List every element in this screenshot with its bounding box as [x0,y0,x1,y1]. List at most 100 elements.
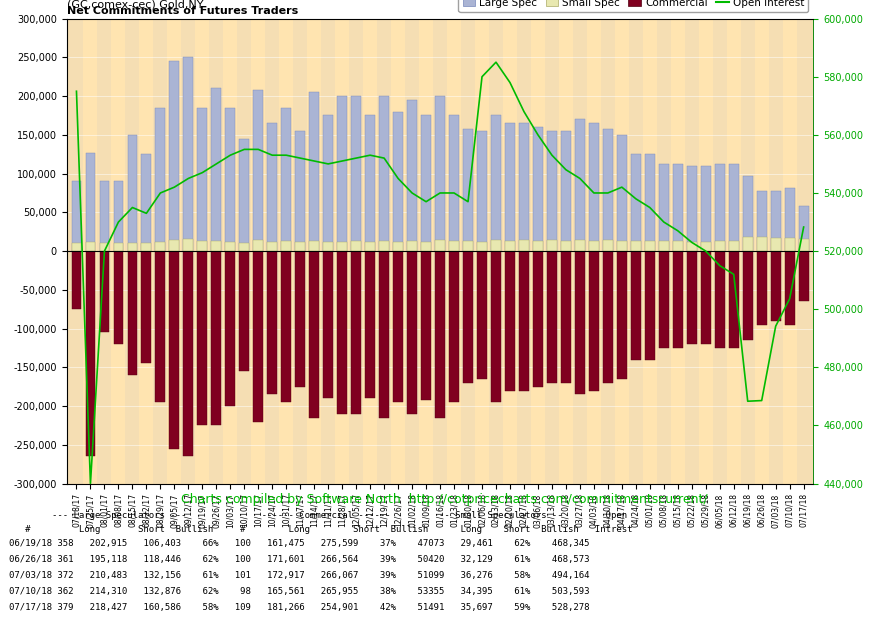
Bar [393,242,403,251]
Bar [337,251,347,414]
Bar [519,251,529,391]
Bar [114,244,124,251]
Bar [407,241,417,251]
Bar [449,115,459,251]
Bar [253,90,263,251]
Bar [393,112,403,251]
Bar [268,251,277,394]
Bar [517,19,531,484]
Bar [140,19,154,484]
Bar [757,192,766,251]
Bar [252,19,265,484]
Bar [170,251,180,449]
Bar [491,240,501,251]
Bar [629,19,643,484]
Bar [85,242,95,251]
Text: Charts compiled by Software North  http://cotpricecharts.com/commitmentscurrent/: Charts compiled by Software North http:/… [181,493,708,505]
Bar [380,96,389,251]
Bar [547,131,557,251]
Bar [141,244,151,251]
Bar [281,241,291,251]
Bar [561,241,571,251]
Bar [253,251,263,422]
Bar [223,19,237,484]
Bar [489,19,503,484]
Bar [114,181,124,251]
Bar [561,251,571,383]
Bar [617,251,627,379]
Bar [743,176,753,251]
Bar [657,19,671,484]
Bar [226,251,236,406]
Bar [589,241,599,251]
Bar [505,123,515,251]
Bar [491,251,501,402]
Bar [279,19,293,484]
Bar [212,241,221,251]
Bar [167,19,181,484]
Bar [785,238,795,251]
Bar [72,251,82,309]
Bar [295,251,305,387]
Bar [197,241,207,251]
Bar [84,19,98,484]
Bar [337,96,347,251]
Bar [701,242,710,251]
Bar [337,242,347,251]
Bar [561,131,571,251]
Bar [798,206,808,251]
Bar [407,100,417,251]
Bar [463,241,473,251]
Bar [365,251,375,399]
Bar [265,19,279,484]
Bar [324,251,333,399]
Bar [729,164,739,251]
Bar [671,19,685,484]
Bar [533,127,543,251]
Bar [365,115,375,251]
Bar [365,242,375,251]
Bar [407,251,417,414]
Bar [645,251,654,360]
Bar [100,251,109,332]
Bar [519,240,529,251]
Bar [659,241,669,251]
Bar [757,237,766,251]
Bar [631,154,641,251]
Bar [449,251,459,402]
Bar [380,241,389,251]
Bar [617,135,627,251]
Bar [531,19,545,484]
Text: Net Commitments of Futures Traders: Net Commitments of Futures Traders [67,6,298,16]
Bar [239,244,249,251]
Bar [785,187,795,251]
Bar [615,19,629,484]
Text: #         Long       Short  Bullish     #        Long        Short  Bullish     : # Long Short Bullish # Long Short Bullis… [9,525,632,534]
Bar [170,61,180,251]
Bar [85,251,95,456]
Bar [433,19,447,484]
Bar [726,19,741,484]
Bar [435,96,445,251]
Bar [100,244,109,251]
Bar [435,240,445,251]
Bar [603,129,613,251]
Bar [547,240,557,251]
Bar [226,242,236,251]
Bar [701,166,710,251]
Bar [673,251,683,348]
Bar [587,19,601,484]
Bar [111,19,125,484]
Bar [785,251,795,325]
Bar [645,154,654,251]
Bar [435,251,445,418]
Bar [463,130,473,251]
Bar [393,251,403,402]
Bar [183,58,193,251]
Bar [281,251,291,402]
Bar [673,241,683,251]
Bar [659,164,669,251]
Bar [643,19,657,484]
Bar [559,19,573,484]
Bar [335,19,349,484]
